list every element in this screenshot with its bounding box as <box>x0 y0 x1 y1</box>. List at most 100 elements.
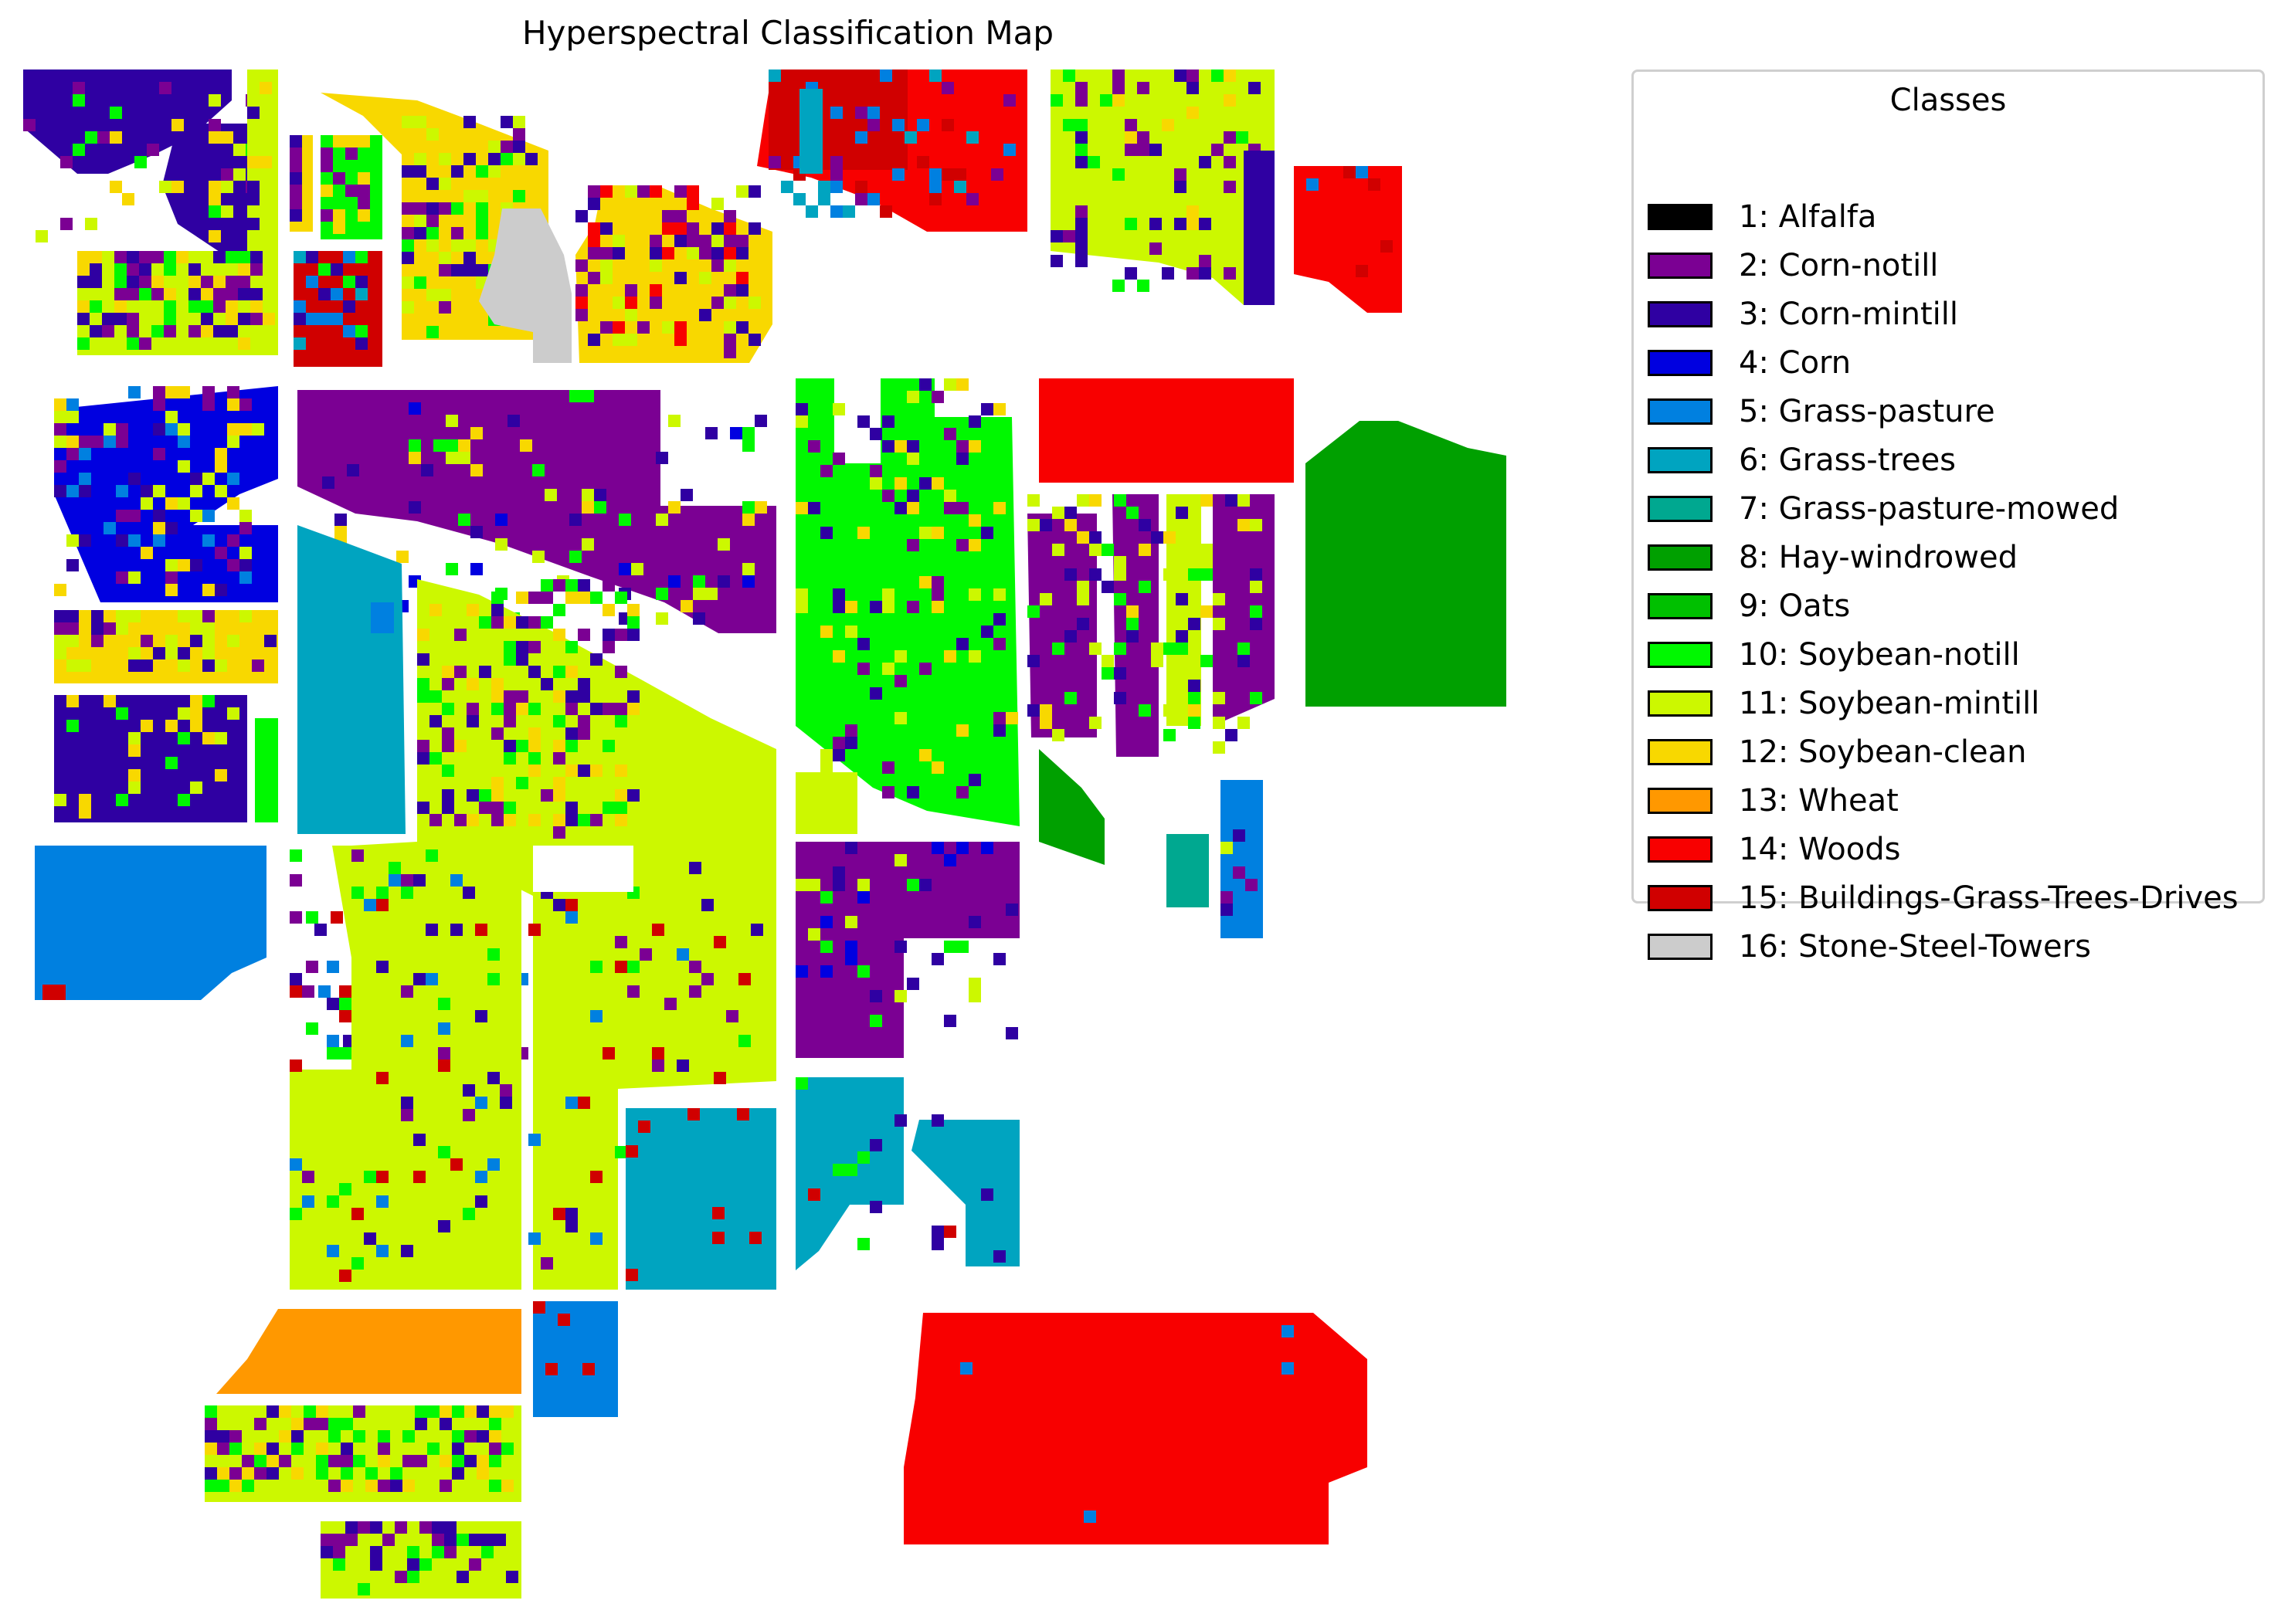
pixel-noise <box>54 398 66 411</box>
pixel-noise <box>627 703 640 715</box>
pixel-noise <box>711 222 724 235</box>
pixel-noise <box>541 579 553 592</box>
pixel-noise <box>321 185 333 197</box>
pixel-noise <box>316 1405 328 1418</box>
pixel-noise <box>221 131 233 144</box>
pixel-noise <box>845 724 857 737</box>
pixel-noise <box>165 411 178 423</box>
legend-item: 4: Corn <box>1648 341 1851 385</box>
pixel-noise <box>565 740 578 752</box>
field-grass-trees <box>799 89 823 174</box>
pixel-noise <box>364 1171 376 1183</box>
legend-swatch <box>1648 301 1713 327</box>
pixel-noise <box>467 715 479 727</box>
pixel-noise <box>588 247 600 259</box>
pixel-noise <box>882 440 894 453</box>
pixel-noise <box>541 1257 553 1270</box>
pixel-noise <box>433 439 446 452</box>
pixel-noise <box>401 887 413 899</box>
pixel-noise <box>504 653 516 666</box>
pixel-noise <box>343 276 355 288</box>
pixel-noise <box>1200 568 1213 581</box>
pixel-noise <box>603 703 615 715</box>
pixel-noise <box>470 464 483 476</box>
pixel-noise <box>239 423 252 436</box>
pixel-noise <box>333 209 345 222</box>
pixel-noise <box>190 635 202 647</box>
pixel-noise <box>351 1257 364 1270</box>
pixel-noise <box>463 1208 475 1220</box>
pixel-noise <box>516 616 528 629</box>
pixel-noise <box>944 1015 956 1027</box>
pixel-noise <box>553 579 565 592</box>
pixel-noise <box>1176 593 1188 605</box>
pixel-noise <box>1250 519 1262 531</box>
pixel-noise <box>202 534 215 547</box>
pixel-noise <box>603 604 615 616</box>
pixel-noise <box>432 1521 444 1534</box>
pixel-noise <box>79 485 91 497</box>
pixel-noise <box>79 534 91 547</box>
pixel-noise <box>867 119 880 131</box>
pixel-noise <box>565 666 578 678</box>
pixel-noise <box>582 538 594 551</box>
pixel-noise <box>345 135 358 147</box>
pixel-noise <box>1089 642 1102 655</box>
pixel-noise <box>820 465 833 477</box>
pixel-noise <box>833 1164 845 1176</box>
pixel-noise <box>407 1571 419 1583</box>
pixel-noise <box>693 588 705 600</box>
pixel-noise <box>190 695 202 707</box>
pixel-noise <box>491 802 504 814</box>
pixel-noise <box>575 210 588 222</box>
pixel-noise <box>808 1188 820 1201</box>
pixel-noise <box>229 1443 242 1455</box>
pixel-noise <box>60 218 73 230</box>
pixel-noise <box>1176 642 1188 655</box>
pixel-noise <box>54 794 66 806</box>
legend-label: 9: Oats <box>1739 588 1851 624</box>
pixel-noise <box>600 272 613 284</box>
pixel-noise <box>290 172 302 185</box>
pixel-noise <box>302 1171 314 1183</box>
pixel-noise <box>1077 494 1089 507</box>
pixel-noise <box>845 953 857 965</box>
pixel-noise <box>1237 655 1250 667</box>
pixel-noise <box>351 887 364 899</box>
pixel-noise <box>981 842 993 854</box>
pixel-noise <box>489 1418 501 1430</box>
pixel-noise <box>128 610 141 622</box>
pixel-noise <box>1225 729 1237 741</box>
pixel-noise <box>808 502 820 514</box>
pixel-noise <box>1237 717 1250 729</box>
pixel-noise <box>528 727 541 740</box>
pixel-noise <box>882 588 894 601</box>
pixel-noise <box>153 423 165 436</box>
pixel-noise <box>451 264 463 276</box>
pixel-noise <box>128 571 141 584</box>
pixel-noise <box>242 1467 254 1480</box>
pixel-noise <box>1356 265 1368 277</box>
pixel-noise <box>1188 680 1200 692</box>
pixel-noise <box>291 1467 304 1480</box>
pixel-noise <box>190 510 202 522</box>
pixel-noise <box>1075 230 1088 242</box>
pixel-noise <box>956 502 969 514</box>
pixel-noise <box>1199 255 1211 267</box>
pixel-noise <box>116 610 128 622</box>
pixel-noise <box>755 501 767 514</box>
pixel-noise <box>339 985 351 998</box>
pixel-noise <box>699 272 711 284</box>
pixel-noise <box>327 1195 339 1208</box>
pixel-noise <box>355 325 368 337</box>
pixel-noise <box>565 1220 578 1232</box>
pixel-noise <box>1220 891 1233 904</box>
pixel-noise <box>429 690 442 703</box>
pixel-noise <box>1186 70 1199 82</box>
pixel-noise <box>116 622 128 635</box>
pixel-noise <box>414 153 426 165</box>
pixel-noise <box>508 415 520 427</box>
pixel-noise <box>932 761 944 774</box>
pixel-noise <box>221 205 233 218</box>
pixel-noise <box>327 998 339 1010</box>
